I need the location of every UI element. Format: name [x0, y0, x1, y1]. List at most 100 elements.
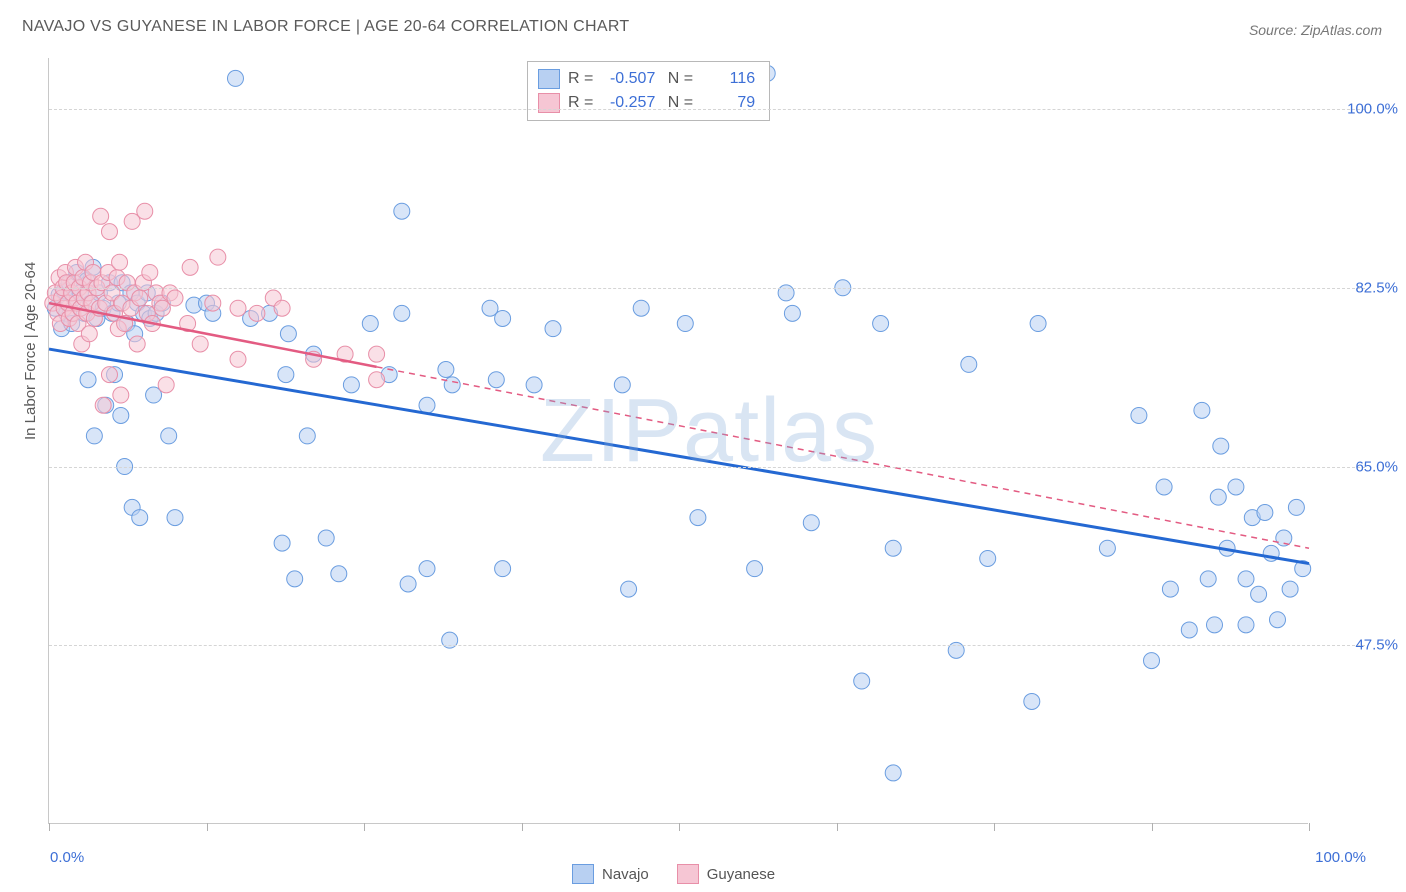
data-point	[1238, 617, 1254, 633]
source-credit: Source: ZipAtlas.com	[1249, 22, 1382, 38]
data-point	[1194, 402, 1210, 418]
data-point	[167, 290, 183, 306]
data-point	[287, 571, 303, 587]
data-point	[854, 673, 870, 689]
data-point	[182, 259, 198, 275]
data-point	[93, 208, 109, 224]
data-point	[1144, 653, 1160, 669]
legend-bottom: Navajo Guyanese	[572, 864, 775, 884]
data-point	[167, 510, 183, 526]
data-point	[274, 300, 290, 316]
data-point	[137, 203, 153, 219]
data-point	[230, 351, 246, 367]
chart-title: NAVAJO VS GUYANESE IN LABOR FORCE | AGE …	[22, 18, 630, 36]
r-label: R =	[568, 67, 593, 91]
ytick-label: 65.0%	[1318, 458, 1398, 475]
legend-label-guyanese: Guyanese	[707, 866, 775, 883]
data-point	[885, 540, 901, 556]
data-point	[614, 377, 630, 393]
gridline	[49, 467, 1365, 468]
data-point	[1238, 571, 1254, 587]
data-point	[101, 367, 117, 383]
data-point	[747, 561, 763, 577]
stats-row-navajo: R = -0.507 N = 116	[538, 67, 755, 91]
legend-label-navajo: Navajo	[602, 866, 649, 883]
data-point	[1270, 612, 1286, 628]
data-point	[1282, 581, 1298, 597]
data-point	[394, 305, 410, 321]
trend-line-dashed	[377, 367, 1309, 548]
stats-legend-box: R = -0.507 N = 116 R = -0.257 N = 79	[527, 61, 770, 121]
data-point	[205, 295, 221, 311]
data-point	[95, 397, 111, 413]
xtick-min-label: 0.0%	[50, 849, 84, 866]
data-point	[444, 377, 460, 393]
data-point	[230, 300, 246, 316]
ytick-label: 47.5%	[1318, 637, 1398, 654]
data-point	[113, 387, 129, 403]
ytick-label: 100.0%	[1318, 101, 1398, 118]
xtick	[1152, 823, 1153, 831]
data-point	[690, 510, 706, 526]
data-point	[1213, 438, 1229, 454]
data-point	[280, 326, 296, 342]
data-point	[132, 510, 148, 526]
data-point	[362, 316, 378, 332]
stats-row-guyanese: R = -0.257 N = 79	[538, 91, 755, 115]
data-point	[545, 321, 561, 337]
n-value-guyanese: 79	[701, 91, 755, 115]
data-point	[488, 372, 504, 388]
data-point	[112, 254, 128, 270]
data-point	[1228, 479, 1244, 495]
data-point	[400, 576, 416, 592]
data-point	[495, 561, 511, 577]
data-point	[1099, 540, 1115, 556]
data-point	[980, 550, 996, 566]
data-point	[80, 372, 96, 388]
data-point	[86, 428, 102, 444]
data-point	[1251, 586, 1267, 602]
xtick-max-label: 100.0%	[1315, 849, 1366, 866]
ytick-label: 82.5%	[1318, 279, 1398, 296]
data-point	[1200, 571, 1216, 587]
legend-item-navajo: Navajo	[572, 864, 649, 884]
xtick	[522, 823, 523, 831]
r-label: R =	[568, 91, 593, 115]
data-point	[873, 316, 889, 332]
n-value-navajo: 116	[701, 67, 755, 91]
data-point	[1207, 617, 1223, 633]
data-point	[210, 249, 226, 265]
xtick	[49, 823, 50, 831]
data-point	[784, 305, 800, 321]
data-point	[132, 290, 148, 306]
xtick	[679, 823, 680, 831]
data-point	[343, 377, 359, 393]
data-point	[249, 305, 265, 321]
scatter-plot-svg	[49, 58, 1309, 824]
data-point	[369, 372, 385, 388]
data-point	[1257, 504, 1273, 520]
data-point	[101, 224, 117, 240]
data-point	[142, 264, 158, 280]
xtick	[994, 823, 995, 831]
data-point	[81, 326, 97, 342]
data-point	[526, 377, 542, 393]
data-point	[299, 428, 315, 444]
gridline	[49, 645, 1365, 646]
n-label: N =	[663, 91, 693, 115]
data-point	[192, 336, 208, 352]
data-point	[1288, 499, 1304, 515]
data-point	[1181, 622, 1197, 638]
data-point	[1210, 489, 1226, 505]
legend-swatch-navajo	[572, 864, 594, 884]
legend-item-guyanese: Guyanese	[677, 864, 775, 884]
r-value-guyanese: -0.257	[601, 91, 655, 115]
data-point	[803, 515, 819, 531]
trend-line-solid	[49, 349, 1309, 563]
data-point	[161, 428, 177, 444]
data-point	[419, 397, 435, 413]
data-point	[961, 356, 977, 372]
data-point	[1156, 479, 1172, 495]
data-point	[227, 70, 243, 86]
gridline	[49, 109, 1365, 110]
